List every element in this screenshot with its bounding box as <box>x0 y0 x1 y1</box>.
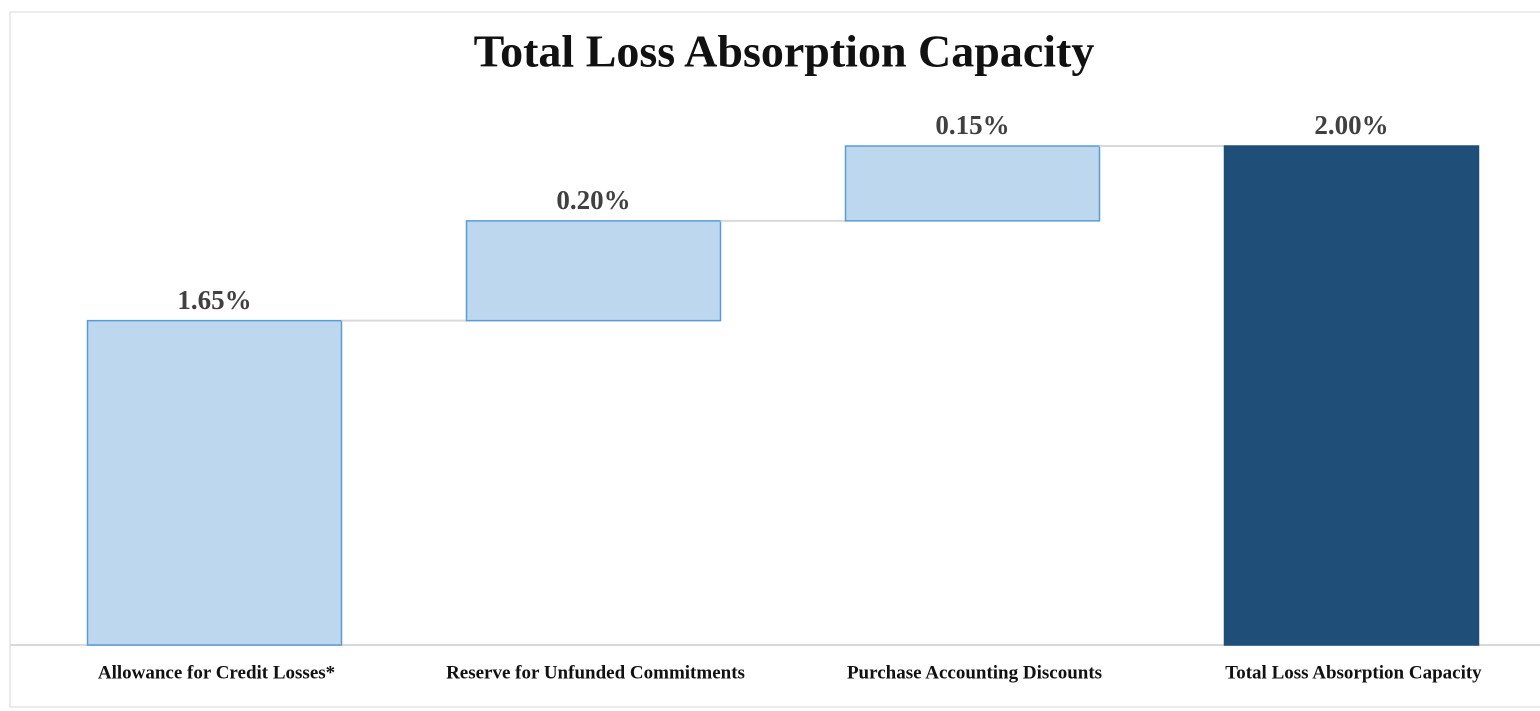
value-label: 0.15% <box>935 110 1009 140</box>
chart-title: Total Loss Absorption Capacity <box>474 26 1095 77</box>
bar <box>86 319 343 646</box>
x-tick-label: Allowance for Credit Losses* <box>98 662 335 683</box>
bar <box>465 220 722 322</box>
chart-border <box>9 11 1540 708</box>
bar <box>844 145 1101 222</box>
x-tick-label: Total Loss Absorption Capacity <box>1225 662 1482 683</box>
value-label: 2.00% <box>1314 110 1388 140</box>
value-label: 1.65% <box>177 285 251 315</box>
x-tick-label: Reserve for Unfunded Commitments <box>446 662 745 683</box>
bar <box>1223 145 1480 646</box>
value-label: 0.20% <box>556 185 630 215</box>
x-tick-label: Purchase Accounting Discounts <box>847 662 1102 683</box>
